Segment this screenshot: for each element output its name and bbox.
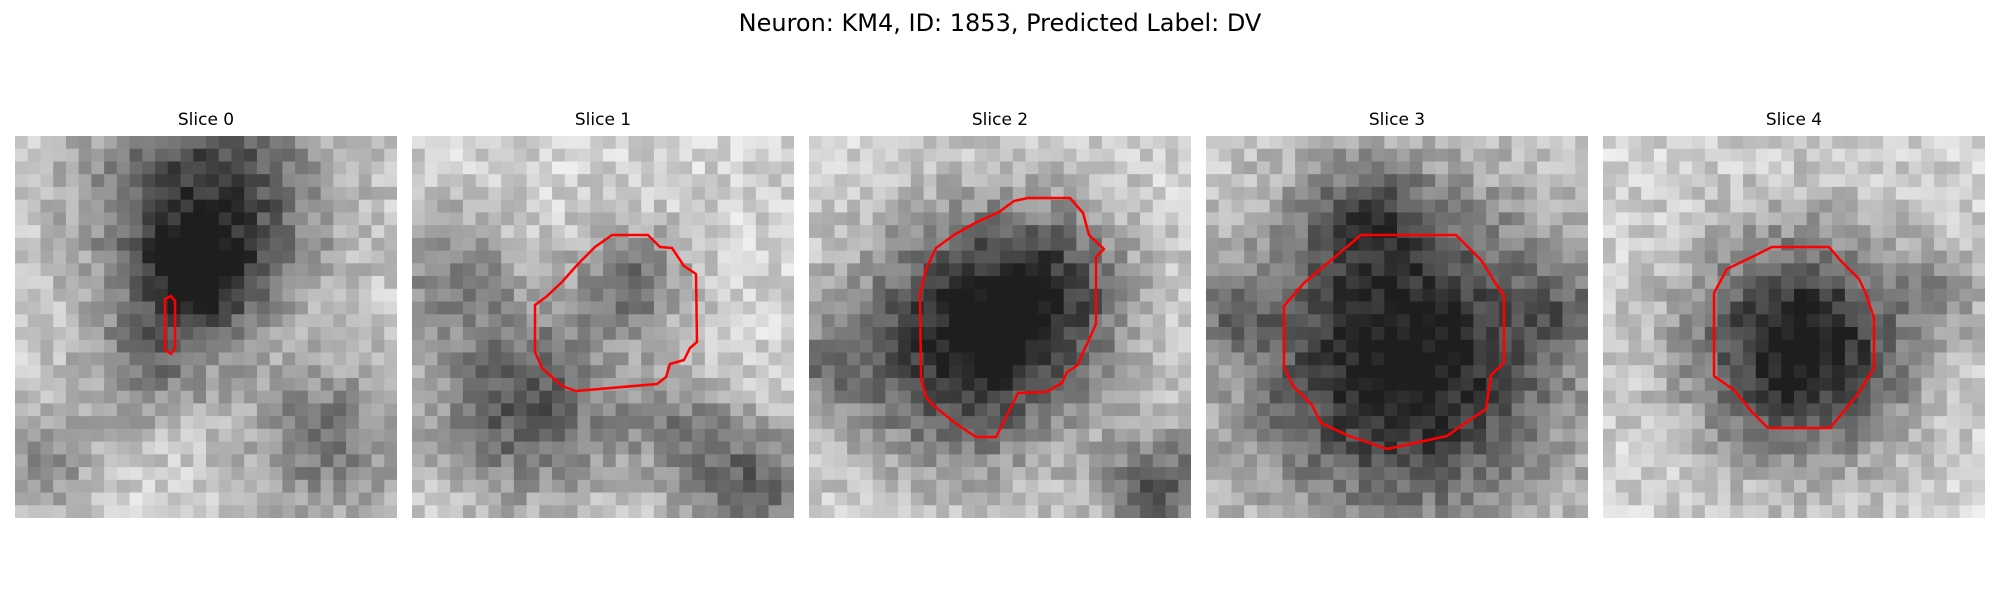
slice-pixels-0 (15, 136, 397, 518)
slice-pixels-2 (809, 136, 1191, 518)
slice-pixels-1 (412, 136, 794, 518)
slice-image-3 (1206, 136, 1588, 518)
slice-contour-1 (533, 233, 699, 393)
figure-title: Neuron: KM4, ID: 1853, Predicted Label: … (738, 9, 1262, 37)
slice-contour-2 (918, 196, 1106, 439)
slice-panel-3: Slice 3 (1206, 108, 1588, 518)
slice-contour-0 (163, 294, 177, 356)
slice-panel-1: Slice 1 (412, 108, 794, 518)
slice-title-1: Slice 1 (574, 110, 632, 130)
slice-contour-4 (1712, 245, 1876, 430)
slice-panel-2: Slice 2 (809, 108, 1191, 518)
slice-title-2: Slice 2 (971, 110, 1029, 130)
slice-contour-3 (1282, 233, 1506, 451)
slice-pixels-3 (1206, 136, 1588, 518)
slice-title-4: Slice 4 (1765, 110, 1823, 130)
slice-title-0: Slice 0 (177, 110, 235, 130)
slice-image-4 (1603, 136, 1985, 518)
slice-image-2 (809, 136, 1191, 518)
slice-title-3: Slice 3 (1368, 110, 1426, 130)
slice-panel-0: Slice 0 (15, 108, 397, 518)
slice-image-0 (15, 136, 397, 518)
slice-pixels-4 (1603, 136, 1985, 518)
slice-image-1 (412, 136, 794, 518)
slice-panel-4: Slice 4 (1603, 108, 1985, 518)
